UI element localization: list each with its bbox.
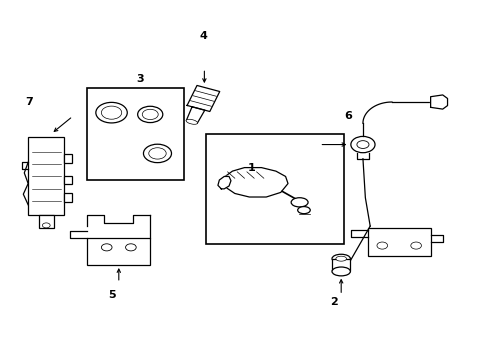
Ellipse shape (356, 141, 368, 148)
Bar (87, 88, 183, 180)
Ellipse shape (376, 242, 387, 249)
Ellipse shape (331, 267, 350, 276)
Text: 3: 3 (137, 74, 144, 84)
Text: 5: 5 (107, 290, 115, 300)
Ellipse shape (331, 254, 350, 263)
Bar (87, 238, 150, 265)
Text: 7: 7 (25, 97, 33, 107)
Ellipse shape (42, 223, 50, 228)
Ellipse shape (96, 102, 127, 123)
Bar (64, 176, 72, 184)
Ellipse shape (350, 136, 374, 153)
Text: 1: 1 (247, 163, 255, 172)
Ellipse shape (297, 207, 309, 214)
Ellipse shape (410, 242, 421, 249)
Polygon shape (223, 168, 287, 197)
Text: 6: 6 (344, 111, 352, 121)
Polygon shape (430, 95, 447, 109)
Polygon shape (218, 176, 230, 189)
Bar (205, 134, 343, 244)
Bar (28, 138, 64, 215)
Bar (39, 215, 53, 228)
Ellipse shape (290, 198, 307, 207)
Bar (331, 259, 350, 271)
Ellipse shape (335, 256, 346, 261)
Ellipse shape (186, 119, 197, 124)
Text: 2: 2 (329, 297, 337, 307)
Ellipse shape (143, 144, 171, 163)
Polygon shape (186, 107, 204, 123)
Ellipse shape (125, 244, 136, 251)
Ellipse shape (101, 244, 112, 251)
Text: 4: 4 (199, 31, 207, 41)
Bar (64, 154, 72, 163)
Ellipse shape (138, 106, 163, 123)
Ellipse shape (101, 106, 122, 119)
Polygon shape (187, 85, 219, 112)
Ellipse shape (142, 109, 158, 120)
Ellipse shape (148, 148, 166, 159)
Bar (64, 193, 72, 202)
Bar (367, 228, 430, 256)
